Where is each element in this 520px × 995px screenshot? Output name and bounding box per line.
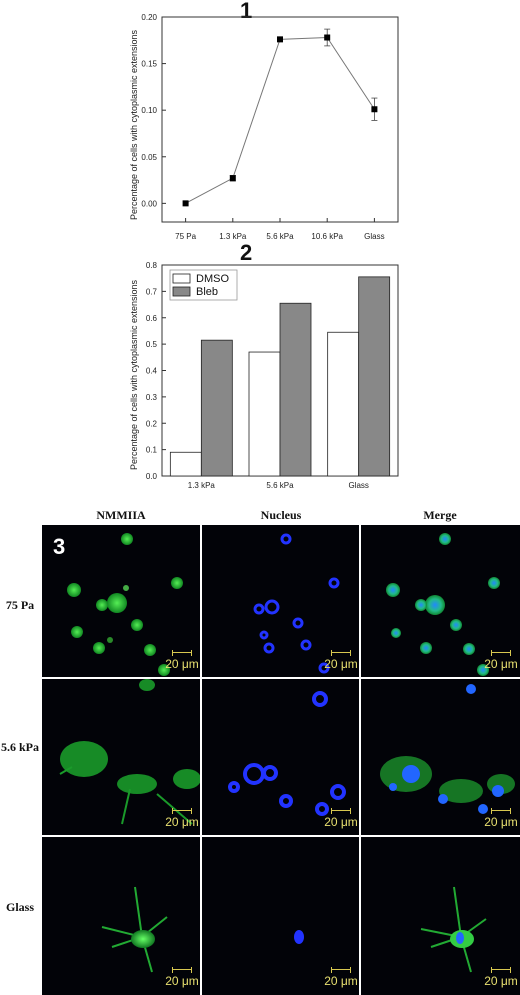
legend: DMSO Bleb xyxy=(169,269,238,301)
y-axis-label: Percentage of cells with cytoplasmic ext… xyxy=(129,29,139,220)
scale-bar: 20 μm xyxy=(323,967,359,988)
micrograph-nucleus-glass xyxy=(202,837,359,995)
line-chart: 0.00 0.05 0.10 0.15 0.20 75 Pa 1.3 kPa 5.6 kPa 1… xyxy=(129,13,399,241)
y-tick-label: 0.2 xyxy=(146,419,158,428)
y-tick-label: 0.05 xyxy=(141,153,157,162)
micrograph-nucleus-5-6kpa xyxy=(202,679,359,835)
cell-image xyxy=(101,886,168,973)
cell-image xyxy=(420,886,487,973)
scale-bar: 20 μm xyxy=(483,808,519,829)
y-tick-label: 0.4 xyxy=(146,367,158,376)
y-tick-label: 0.0 xyxy=(146,472,158,481)
row-label-75pa: 75 Pa xyxy=(5,598,35,612)
micrograph-nmmiia-glass xyxy=(42,837,200,995)
series-line xyxy=(185,36,375,204)
scale-bar: 20 μm xyxy=(164,808,200,829)
cell-image xyxy=(294,930,304,944)
x-tick-label: 1.3 kPa xyxy=(188,481,216,490)
x-tick-label: 1.3 kPa xyxy=(219,232,247,241)
panel-label-2: 2 xyxy=(240,240,253,265)
legend-label-dmso: DMSO xyxy=(196,273,229,285)
bar-bleb xyxy=(358,276,391,477)
cell-image xyxy=(67,533,183,676)
y-tick-label: 0.00 xyxy=(141,199,157,208)
y-tick-label: 0.15 xyxy=(141,60,157,69)
cell-image xyxy=(59,679,200,825)
data-point xyxy=(182,200,189,207)
bar-bleb xyxy=(200,339,233,477)
y-tick-label: 0.8 xyxy=(146,261,158,270)
y-axis-label: Percentage of cells with cytoplasmic ext… xyxy=(129,279,139,470)
column-header-merge: Merge xyxy=(423,508,457,522)
legend-swatch-bleb xyxy=(172,286,191,297)
micrograph-nmmiia-75pa xyxy=(42,525,200,677)
plot-frame xyxy=(161,16,399,223)
data-point xyxy=(229,175,236,182)
x-tick-label: Glass xyxy=(364,232,384,241)
cell-image xyxy=(228,691,346,816)
data-point xyxy=(324,34,331,41)
row-label-5-6kpa: 5.6 kPa xyxy=(0,740,39,754)
y-tick-label: 0.10 xyxy=(141,106,157,115)
cell-image xyxy=(386,533,500,676)
x-tick-label: 10.6 kPa xyxy=(311,232,343,241)
column-header-nmmiia: NMMIIA xyxy=(96,508,146,522)
micrograph-merge-75pa xyxy=(361,525,520,677)
y-tick-label: 0.1 xyxy=(146,446,158,455)
micrograph-merge-glass xyxy=(361,837,520,995)
micrograph-nucleus-75pa xyxy=(202,525,359,677)
bar-chart: 0.0 0.1 0.2 0.3 0.4 0.5 0.6 0.7 0.8 1.3 kPa 5.6 kP… xyxy=(129,261,399,490)
y-tick-label: 0.6 xyxy=(146,314,158,323)
column-header-nucleus: Nucleus xyxy=(260,508,302,522)
legend-label-bleb: Bleb xyxy=(196,286,218,298)
bar-dmso xyxy=(327,331,360,477)
y-tick-label: 0.5 xyxy=(146,340,158,349)
x-tick-label: Glass xyxy=(348,481,368,490)
micrograph-merge-5-6kpa xyxy=(361,679,520,835)
scale-bar: 20 μm xyxy=(164,967,200,988)
y-tick-label: 0.20 xyxy=(141,13,157,22)
y-tick-label: 0.3 xyxy=(146,393,158,402)
bar-dmso xyxy=(248,351,281,477)
panel-label-3: 3 xyxy=(53,534,66,559)
y-tick-label: 0.7 xyxy=(146,287,158,296)
x-tick-label: 5.6 kPa xyxy=(266,232,294,241)
x-tick-label: 75 Pa xyxy=(175,232,196,241)
scale-bar: 20 μm xyxy=(483,650,519,671)
row-label-glass: Glass xyxy=(5,900,34,914)
scale-bar: 20 μm xyxy=(483,967,519,988)
scale-bar: 20 μm xyxy=(323,650,359,671)
scale-bar: 20 μm xyxy=(323,808,359,829)
x-tick-label: 5.6 kPa xyxy=(266,481,294,490)
data-point xyxy=(277,36,283,43)
bar-dmso xyxy=(169,451,202,477)
scale-bar: 20 μm xyxy=(164,650,200,671)
legend-swatch-dmso xyxy=(172,273,191,284)
data-point xyxy=(371,106,378,113)
cell-image xyxy=(380,684,515,814)
micrograph-nmmiia-5-6kpa xyxy=(42,679,200,835)
bar-bleb xyxy=(279,302,312,477)
cell-image xyxy=(253,533,340,674)
